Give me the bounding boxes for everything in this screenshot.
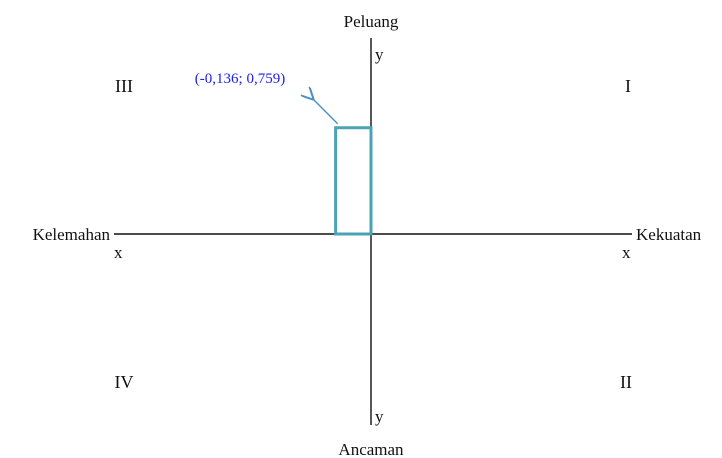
quadrant-label-ii: II — [620, 372, 632, 392]
position-rectangle — [334, 126, 373, 236]
x-marker-right: x — [622, 243, 631, 262]
quadrant-label-i: I — [625, 76, 631, 96]
axis-label-left: Kelemahan — [33, 225, 111, 244]
axis-label-bottom: Ancaman — [338, 440, 404, 458]
annotation-arrow — [312, 98, 339, 125]
quadrant-label-iii: III — [115, 76, 133, 96]
y-marker-top: y — [375, 45, 384, 64]
quadrant-label-iv: IV — [115, 372, 134, 392]
axis-label-right: Kekuatan — [636, 225, 702, 244]
point-coordinate-label: (-0,136; 0,759) — [195, 71, 285, 87]
y-marker-bottom: y — [375, 407, 384, 426]
x-marker-left: x — [114, 243, 123, 262]
axis-label-top: Peluang — [344, 12, 399, 31]
